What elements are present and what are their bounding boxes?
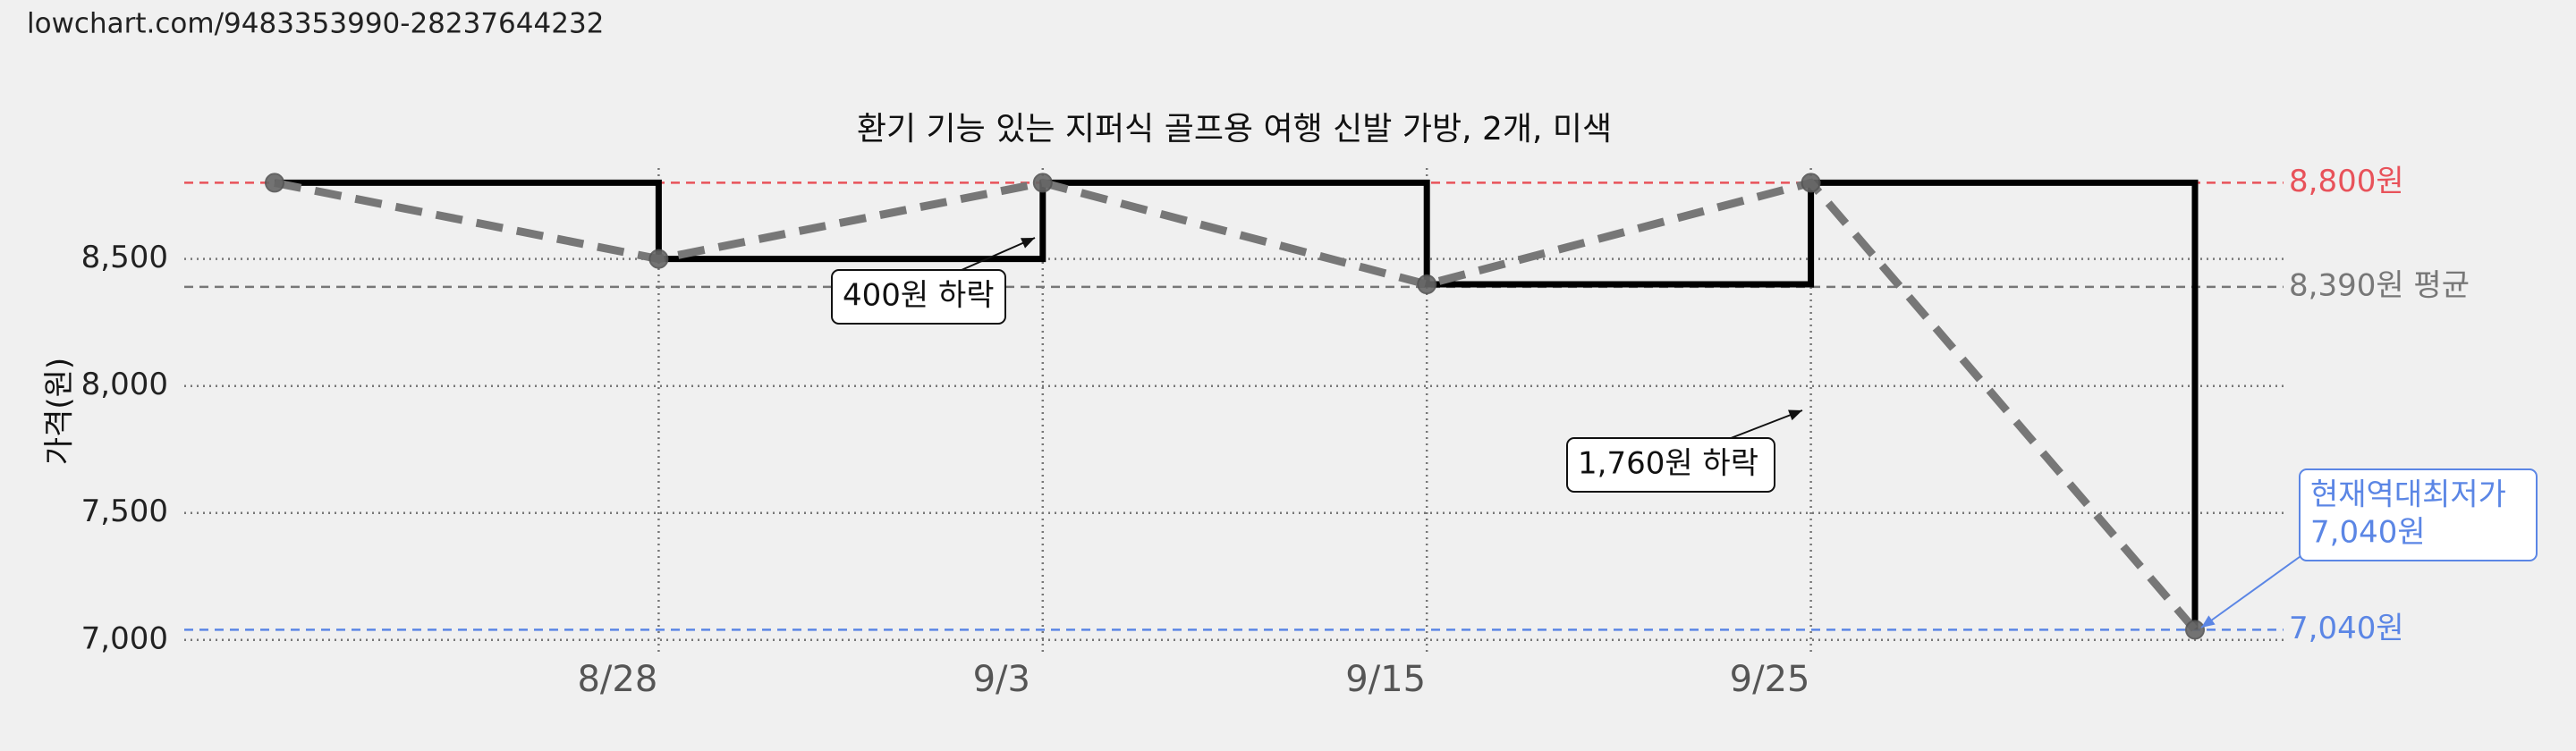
annotation-arrow bbox=[1725, 409, 1803, 441]
price-point bbox=[648, 249, 669, 269]
price-point bbox=[265, 173, 284, 193]
reference-label: 8,800원 bbox=[2289, 164, 2404, 199]
y-tick-label: 7,500 bbox=[81, 494, 168, 529]
annotation-box bbox=[1566, 437, 1775, 493]
x-tick-label: 9/15 bbox=[1345, 659, 1426, 700]
reference-label: 7,040원 bbox=[2289, 611, 2404, 646]
annotation-box bbox=[2299, 468, 2538, 561]
y-tick-label: 8,500 bbox=[81, 240, 168, 275]
annotation-text: 1,760원 하락 bbox=[1578, 446, 1758, 482]
x-tick-label: 9/25 bbox=[1730, 659, 1810, 700]
y-tick-label: 8,000 bbox=[81, 367, 168, 402]
annotation-arrowhead bbox=[2201, 615, 2216, 628]
y-tick-label: 7,000 bbox=[81, 620, 168, 656]
price-step-line bbox=[275, 179, 2199, 630]
annotation-text: 400원 하락 bbox=[843, 278, 995, 314]
annotation-arrowhead bbox=[1788, 409, 1802, 421]
price-point bbox=[1417, 274, 1437, 295]
annotation-text: 7,040원 bbox=[2310, 515, 2426, 551]
x-tick-label: 8/28 bbox=[577, 659, 657, 700]
annotation-arrow bbox=[2200, 553, 2304, 629]
price-point bbox=[1032, 173, 1053, 193]
annotation-arrow bbox=[961, 237, 1036, 271]
annotation-arrowhead bbox=[1021, 238, 1035, 249]
price-point bbox=[2185, 620, 2205, 640]
header-url: lowchart.com/9483353990-28237644232 bbox=[27, 8, 604, 40]
y-axis-label: 가격(원) bbox=[42, 358, 78, 465]
annotation-box bbox=[831, 269, 1006, 325]
x-tick-label: 9/3 bbox=[973, 659, 1030, 700]
reference-label: 8,390원 평균 bbox=[2289, 267, 2470, 303]
price-point bbox=[1801, 173, 1821, 193]
annotation-text: 현재역대최저가 bbox=[2310, 477, 2506, 513]
chart-title: 환기 기능 있는 지퍼식 골프용 여행 신발 가방, 2개, 미색 bbox=[857, 111, 1612, 148]
